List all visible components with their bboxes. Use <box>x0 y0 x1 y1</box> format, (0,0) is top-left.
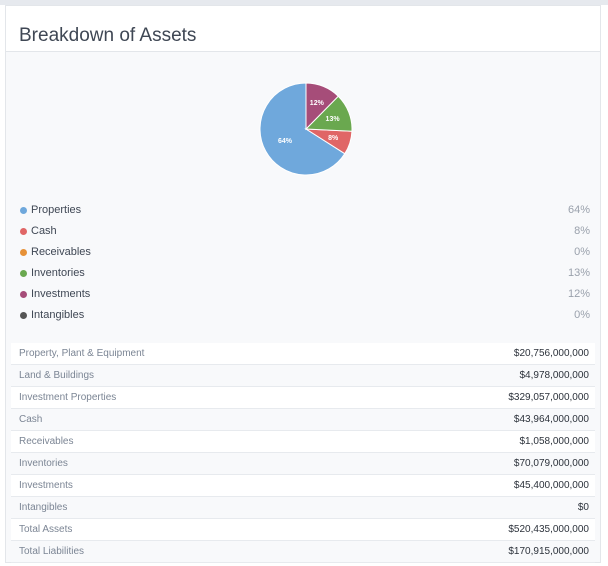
pie-data-label: 8% <box>328 135 339 142</box>
legend-swatch <box>20 249 27 256</box>
row-label: Investments <box>19 480 73 491</box>
legend-label: Inventories <box>31 267 85 279</box>
row-label: Cash <box>19 414 43 425</box>
card-header: Breakdown of Assets <box>6 6 600 52</box>
legend-percent: 13% <box>567 267 590 279</box>
table-row: Intangibles $0 <box>11 497 595 519</box>
legend-percent: 8% <box>574 225 590 237</box>
legend-swatch <box>20 207 27 214</box>
pie-data-label: 64% <box>278 138 293 145</box>
row-value: $329,057,000,000 <box>508 392 589 403</box>
legend-item[interactable]: Inventories 13% <box>19 266 590 287</box>
row-value: $45,400,000,000 <box>513 480 589 491</box>
row-value: $0 <box>577 502 589 513</box>
pie-slice-investments[interactable] <box>305 82 339 131</box>
top-strip <box>0 0 608 5</box>
table-row: Property, Plant & Equipment $20,756,000,0… <box>11 343 595 365</box>
legend-label: Investments <box>31 288 91 300</box>
assets-table: Property, Plant & Equipment $20,756,000,0… <box>11 343 595 563</box>
legend-item[interactable]: Intangibles 0% <box>19 308 590 329</box>
chart-legend: Properties 64% Cash 8% Receivables 0% Inventor… <box>19 203 590 329</box>
legend-item[interactable]: Cash 8% <box>19 224 590 245</box>
pie-slice-properties[interactable] <box>259 82 346 176</box>
row-label: Inventories <box>19 458 68 469</box>
legend-percent: 0% <box>574 309 590 321</box>
table-row: Investments $45,400,000,000 <box>11 475 595 497</box>
legend-percent: 0% <box>574 246 590 258</box>
legend-item[interactable]: Properties 64% <box>19 203 590 224</box>
table-row: Cash $43,964,000,000 <box>11 409 595 431</box>
row-label: Investment Properties <box>19 392 117 403</box>
pie-chart: 64% 8% 13% 12% <box>258 81 354 177</box>
table-row: Total Assets $520,435,000,000 <box>11 519 595 541</box>
legend-label: Cash <box>31 225 57 237</box>
legend-percent: 64% <box>567 204 590 216</box>
row-value: $1,058,000,000 <box>519 436 589 447</box>
row-label: Total Assets <box>19 524 73 535</box>
row-label: Intangibles <box>19 502 68 513</box>
legend-item[interactable]: Investments 12% <box>19 287 590 308</box>
table-row: Total Liabilities $170,915,000,000 <box>11 541 595 563</box>
legend-item[interactable]: Receivables 0% <box>19 245 590 266</box>
table-row: Investment Properties $329,057,000,000 <box>11 387 595 409</box>
row-value: $4,978,000,000 <box>519 370 589 381</box>
row-label: Total Liabilities <box>19 546 85 557</box>
row-value: $43,964,000,000 <box>513 414 589 425</box>
legend-percent: 12% <box>567 288 590 300</box>
legend-label: Receivables <box>31 246 91 258</box>
legend-swatch <box>20 312 27 319</box>
pie-data-label: 13% <box>326 116 341 123</box>
legend-swatch <box>20 228 27 235</box>
legend-swatch <box>20 291 27 298</box>
legend-swatch <box>20 270 27 277</box>
row-value: $520,435,000,000 <box>508 524 589 535</box>
row-label: Land & Buildings <box>19 370 95 381</box>
row-label: Property, Plant & Equipment <box>19 348 145 359</box>
table-row: Land & Buildings $4,978,000,000 <box>11 365 595 387</box>
pie-chart-svg: 64% 8% 13% 12% <box>259 82 353 176</box>
legend-label: Properties <box>31 204 82 216</box>
row-value: $170,915,000,000 <box>508 546 589 557</box>
legend-label: Intangibles <box>31 309 85 321</box>
card-title: Breakdown of Assets <box>19 25 197 46</box>
row-value: $20,756,000,000 <box>513 348 589 359</box>
table-row: Inventories $70,079,000,000 <box>11 453 595 475</box>
assets-card: Breakdown of Assets 64% 8% 13% 12% Properti… <box>5 5 601 563</box>
row-value: $70,079,000,000 <box>513 458 589 469</box>
row-label: Receivables <box>19 436 74 447</box>
table-row: Receivables $1,058,000,000 <box>11 431 595 453</box>
pie-data-label: 12% <box>310 100 325 107</box>
